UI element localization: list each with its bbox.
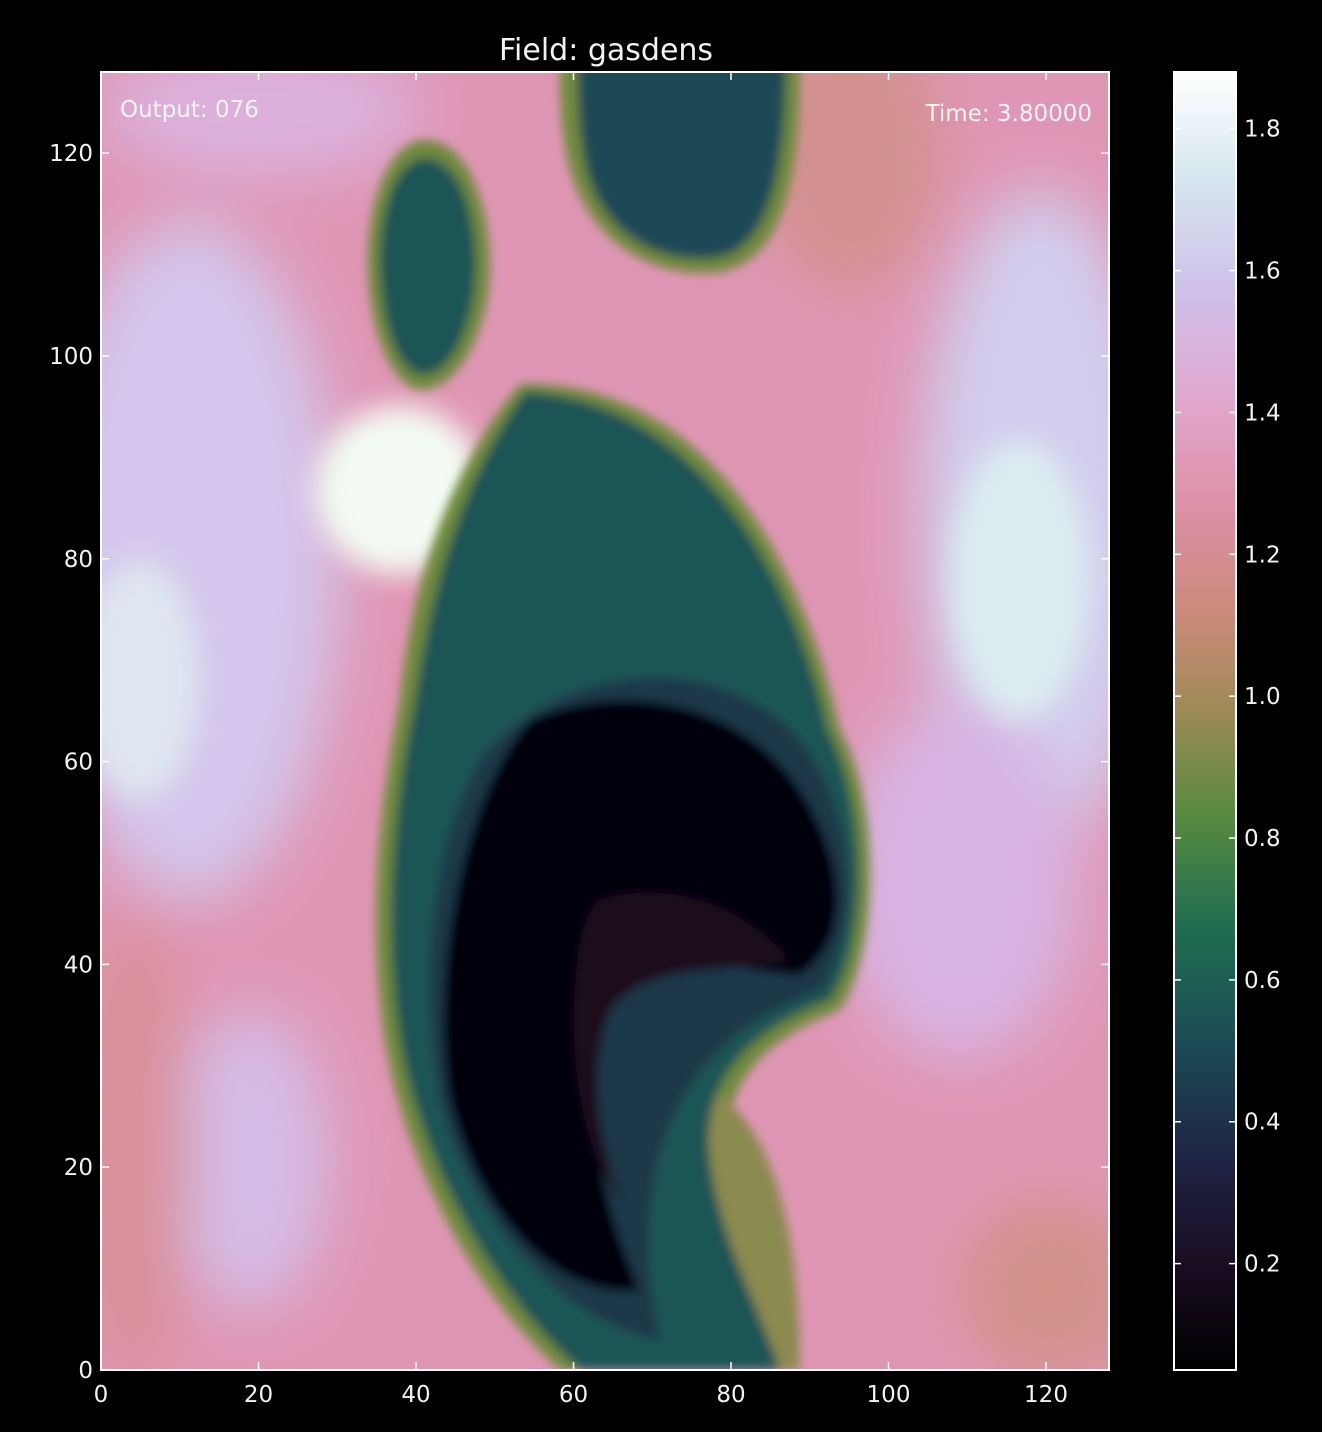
- output-annotation: Output: 076: [120, 97, 259, 123]
- colorbar-tick-label: 0.6: [1244, 968, 1281, 994]
- salmon-region-left: [101, 910, 190, 1370]
- density-field: [101, 72, 1109, 1370]
- salmon-region-bottom-right: [960, 1200, 1109, 1370]
- bright-region-right: [950, 440, 1090, 720]
- upper-blob: [379, 158, 477, 375]
- colorbar-ticks: 0.2 0.4 0.6 0.8 1.0 1.2 1.4 1.6 1.8: [1174, 117, 1281, 1278]
- colorbar-tick-label: 1.0: [1244, 684, 1281, 710]
- lavender-region-top: [101, 72, 420, 180]
- plot-frame: [100, 71, 1110, 1371]
- y-tick-label: 60: [64, 750, 93, 776]
- top-blob: [578, 72, 786, 259]
- y-tick-label: 100: [49, 344, 93, 370]
- y-tick-label: 120: [49, 141, 93, 167]
- colorbar-tick-label: 0.4: [1244, 1110, 1281, 1136]
- colorbar-tick-label: 1.2: [1244, 542, 1281, 568]
- plot-border: [100, 71, 1110, 1371]
- colorbar: [1173, 71, 1237, 1371]
- olive-tail: [690, 1080, 800, 1370]
- x-axis-ticks: 0 20 40 60 80 100 120: [94, 72, 1068, 1408]
- bright-region-left: [101, 560, 200, 800]
- x-tick-label: 80: [716, 1382, 745, 1408]
- x-tick-label: 60: [559, 1382, 588, 1408]
- colorbar-tick-label: 1.6: [1244, 259, 1281, 285]
- dark-cavity: [443, 700, 838, 1291]
- colorbar-tick-label: 0.8: [1244, 826, 1281, 852]
- x-tick-label: 120: [1024, 1382, 1068, 1408]
- y-tick-label: 40: [64, 952, 93, 978]
- chart-title: Field: gasdens: [499, 33, 713, 68]
- y-tick-label: 0: [78, 1358, 93, 1384]
- time-annotation: Time: 3.80000: [925, 101, 1092, 127]
- colorbar-tick-label: 1.8: [1244, 117, 1281, 143]
- y-axis-ticks: 0 20 40 60 80 100 120: [49, 141, 1109, 1384]
- lavender-region-bottom-left: [170, 1010, 330, 1310]
- y-tick-label: 20: [64, 1155, 93, 1181]
- lavender-region-right-low: [840, 700, 1080, 1060]
- x-tick-label: 100: [867, 1382, 911, 1408]
- x-tick-label: 40: [401, 1382, 430, 1408]
- cavity-inner-swirl: [573, 892, 790, 1200]
- colorbar-tick-label: 0.2: [1244, 1252, 1281, 1278]
- x-tick-label: 0: [94, 1382, 109, 1408]
- salmon-region-top-right: [760, 72, 940, 290]
- y-tick-label: 80: [64, 547, 93, 573]
- x-tick-label: 20: [244, 1382, 273, 1408]
- colorbar-tick-label: 1.4: [1244, 400, 1281, 426]
